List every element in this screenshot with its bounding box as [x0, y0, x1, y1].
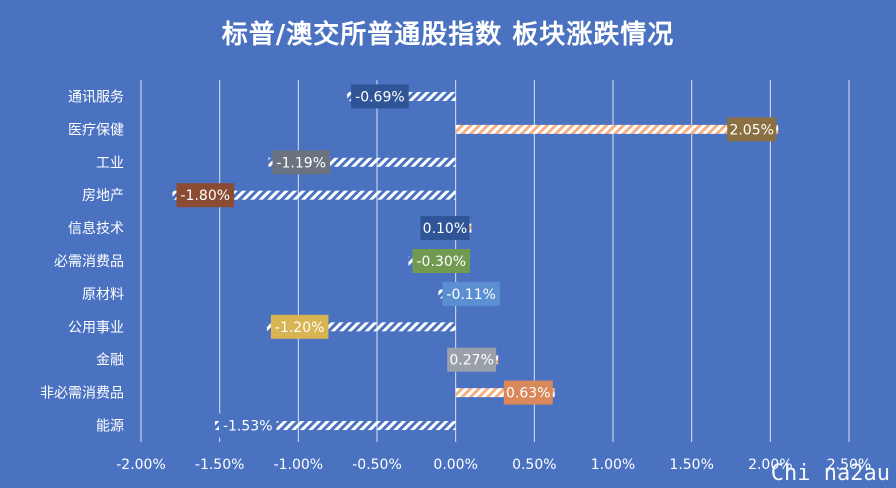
- category-label: 通讯服务: [68, 89, 124, 105]
- data-label-box: [351, 84, 409, 109]
- x-tick-label: 1.00%: [591, 457, 635, 473]
- data-label: -1.20%: [275, 320, 325, 336]
- data-label-box: [420, 216, 470, 241]
- category-label: 医疗保健: [68, 122, 124, 138]
- data-label-box: [503, 380, 553, 405]
- data-label-box: [412, 249, 471, 273]
- data-label: -0.69%: [355, 89, 405, 105]
- bar: [268, 157, 456, 167]
- data-label-box: [727, 117, 777, 142]
- data-label-box: [447, 347, 497, 372]
- category-label: 必需消费品: [54, 254, 124, 270]
- bar: [455, 124, 779, 134]
- data-label: 2.05%: [729, 122, 773, 138]
- category-label: 原材料: [82, 287, 124, 303]
- data-label-box: [176, 183, 235, 208]
- x-tick-label: -0.50%: [352, 457, 402, 473]
- data-label: -1.80%: [181, 188, 231, 204]
- x-tick-label: 2.50%: [827, 457, 871, 473]
- bar: [172, 190, 456, 200]
- category-label: 金融: [96, 353, 124, 369]
- watermark: Chi na2au: [770, 461, 890, 486]
- chart-title: 标普/澳交所普通股指数 板块涨跌情况: [221, 20, 675, 50]
- bars: [172, 91, 779, 431]
- category-label: 信息技术: [68, 220, 124, 237]
- data-label-box: [270, 314, 329, 339]
- x-tick-labels: -2.00% -1.50% -1.00% -0.50% 0.00% 0.50% 1.00% 1…: [116, 457, 871, 473]
- data-label-box: [272, 150, 331, 175]
- x-tick-label: 2.00%: [748, 457, 792, 473]
- x-tick-label: 0.50%: [512, 457, 556, 473]
- x-tick-label: 1.50%: [669, 457, 713, 473]
- bar: [214, 421, 456, 431]
- data-label: 0.63%: [506, 386, 550, 402]
- category-label: 房地产: [82, 188, 124, 204]
- data-label: -0.11%: [446, 287, 496, 303]
- category-label: 工业: [96, 155, 124, 171]
- data-label: -1.19%: [276, 155, 326, 171]
- x-tick-label: -1.50%: [195, 457, 245, 473]
- bar: [266, 322, 456, 332]
- x-tick-label: -2.00%: [116, 457, 166, 473]
- category-label: 非必需消费品: [40, 386, 124, 402]
- data-label: 0.27%: [449, 353, 493, 369]
- data-label: -0.30%: [417, 254, 467, 270]
- data-label: -1.53%: [223, 419, 273, 435]
- x-tick-label: -1.00%: [274, 457, 324, 473]
- data-labels: -0.69% 2.05% -1.19% -1.80% 0.10% -0.30% -0.11%…: [176, 84, 777, 438]
- category-label: 公用事业: [68, 320, 124, 336]
- data-label-box: [218, 413, 277, 438]
- category-label: 能源: [96, 419, 124, 435]
- x-tick-label: 0.00%: [433, 457, 477, 473]
- data-label: 0.10%: [423, 221, 467, 237]
- data-label-box: [442, 281, 500, 306]
